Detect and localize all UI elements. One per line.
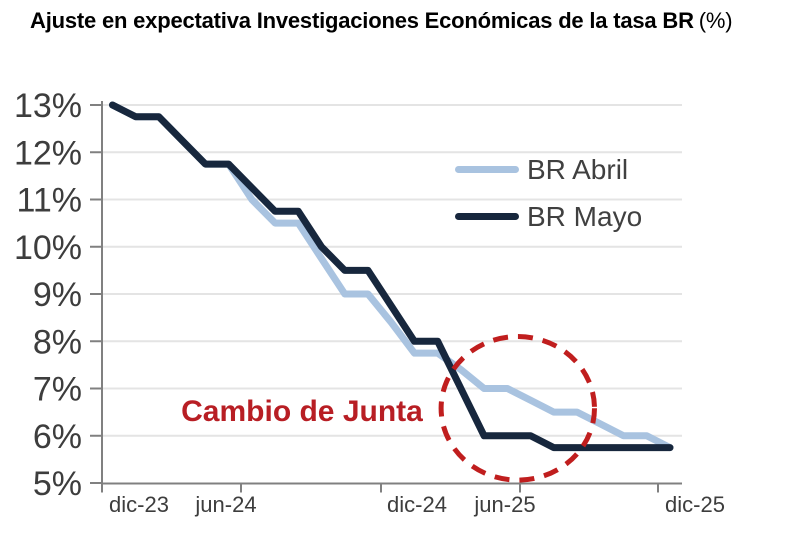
legend: BR Abril BR Mayo — [455, 153, 642, 247]
legend-swatch-br-abril — [455, 166, 519, 173]
x-axis-label: dic-24 — [387, 492, 447, 517]
series-line-br-mayo — [109, 101, 674, 452]
y-axis-label: 6% — [33, 418, 82, 456]
y-axis-label: 13% — [14, 87, 82, 125]
chart-title-unit: (%) — [698, 8, 733, 33]
legend-swatch-br-mayo — [455, 213, 519, 220]
legend-label-br-mayo: BR Mayo — [527, 201, 643, 232]
x-axis-label: dic-25 — [665, 492, 725, 517]
legend-label-br-abril: BR Abril — [527, 154, 629, 185]
legend-item-br-mayo: BR Mayo — [455, 200, 642, 233]
x-axis-label: dic-23 — [109, 492, 169, 517]
y-axis-label: 9% — [33, 276, 82, 314]
y-axis-label: 12% — [14, 134, 82, 172]
chart-title-main: Ajuste en expectativa Investigaciones Ec… — [30, 8, 694, 33]
y-axis-label: 8% — [33, 323, 82, 361]
x-axis-label: jun-25 — [473, 492, 535, 517]
legend-item-br-abril: BR Abril — [455, 153, 642, 186]
y-axis-label: 5% — [33, 465, 82, 503]
annotation-circle — [438, 334, 597, 483]
chart-title: Ajuste en expectativa Investigaciones Ec… — [30, 8, 790, 34]
y-axis-label: 10% — [14, 229, 82, 267]
x-axis-label: jun-24 — [194, 492, 256, 517]
annotation-cambio-de-junta: Cambio de Junta — [181, 395, 423, 428]
y-axis-label: 7% — [33, 371, 82, 409]
y-axis-label: 11% — [16, 182, 82, 220]
